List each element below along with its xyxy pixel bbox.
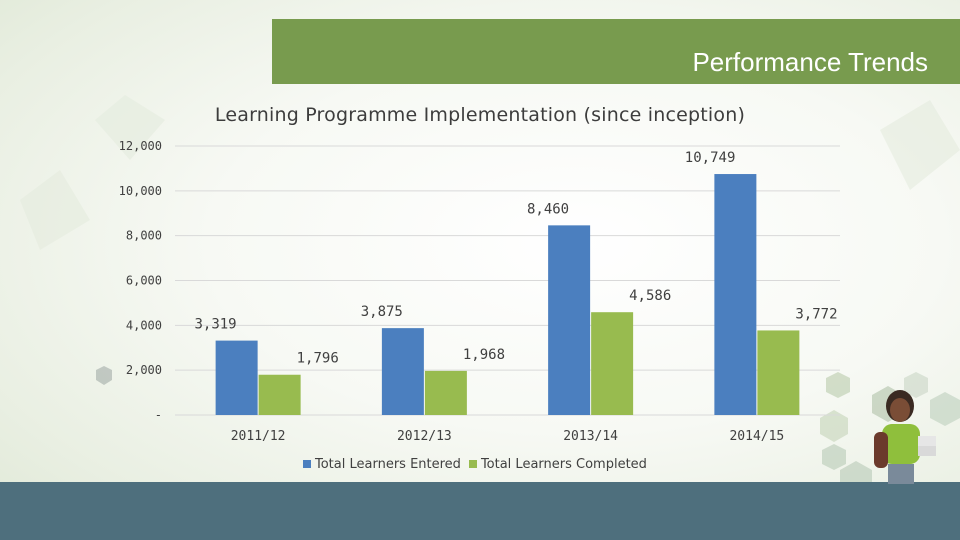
bar-entered (381, 328, 424, 415)
bar-completed (757, 330, 800, 415)
bar-entered (548, 225, 591, 415)
legend-swatch-entered (303, 460, 311, 468)
y-tick-label: - (155, 408, 162, 422)
y-tick-label: 4,000 (126, 318, 162, 332)
hexagon-icon (826, 372, 850, 398)
bar-entered (215, 340, 258, 415)
bar-entered (714, 174, 757, 415)
y-tick-label: 12,000 (119, 139, 162, 153)
legend-item-entered: Total Learners Entered (303, 457, 461, 472)
bar-completed (258, 374, 301, 415)
chart-legend: Total Learners Entered Total Learners Co… (303, 456, 647, 472)
data-label: 4,586 (629, 288, 671, 304)
bar-chart: - 2,000 4,000 6,000 8,000 10,000 12,000 2011/12… (119, 139, 840, 444)
header-banner: Performance Trends (272, 19, 960, 84)
x-tick-label: 2014/15 (729, 429, 784, 444)
y-tick-label: 10,000 (119, 184, 162, 198)
legend-swatch-completed (468, 460, 477, 468)
page-title: Performance Trends (692, 47, 928, 77)
bar-completed (591, 312, 634, 415)
hexagon-icon (96, 366, 112, 385)
legend-label-completed: Total Learners Completed (480, 456, 647, 472)
y-tick-label: 6,000 (126, 274, 162, 288)
bar-completed (424, 370, 467, 415)
data-label: 1,796 (297, 351, 339, 367)
data-label: 8,460 (527, 201, 569, 217)
legend-item-completed: Total Learners Completed (468, 456, 647, 472)
data-label: 10,749 (685, 150, 736, 166)
chart-title: Learning Programme Implementation (since… (214, 104, 746, 126)
data-label: 3,319 (194, 317, 236, 333)
data-label: 1,968 (463, 347, 505, 363)
y-tick-label: 8,000 (126, 229, 162, 243)
student-illustration (874, 390, 936, 484)
footer-bar (0, 482, 960, 540)
legend-label-entered: Total Learners Entered (315, 456, 461, 472)
x-tick-label: 2011/12 (231, 429, 286, 444)
y-tick-label: 2,000 (126, 363, 162, 377)
x-tick-label: 2012/13 (397, 429, 452, 444)
x-tick-label: 2013/14 (563, 429, 618, 444)
data-label: 3,772 (795, 306, 837, 322)
data-label: 3,875 (361, 304, 403, 320)
